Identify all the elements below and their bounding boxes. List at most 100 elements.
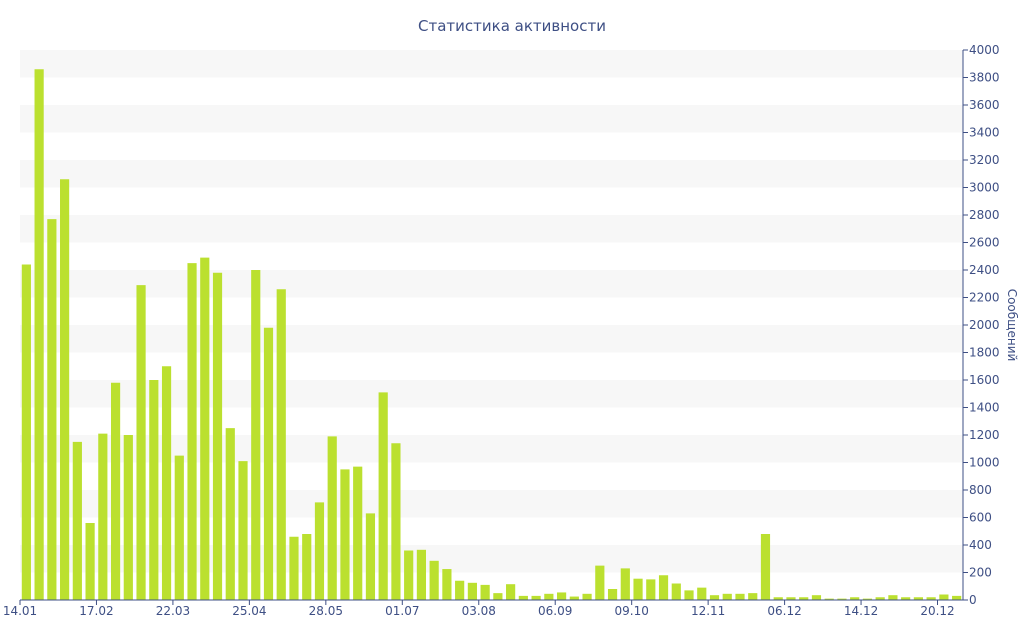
y-tick-label: 1800 xyxy=(969,346,1000,360)
bar xyxy=(110,382,121,600)
y-tick-label: 1200 xyxy=(969,428,1000,442)
bar xyxy=(327,436,337,601)
x-tick-label: 06.12 xyxy=(767,604,801,618)
bar xyxy=(467,582,477,600)
x-tick-label: 14.12 xyxy=(844,604,878,618)
y-tick-label: 1400 xyxy=(969,401,1000,415)
bar xyxy=(161,366,172,600)
bar xyxy=(429,560,439,600)
bar xyxy=(646,579,656,601)
x-tick-label: 12.11 xyxy=(691,604,725,618)
x-tick-label: 20.12 xyxy=(920,604,954,618)
y-tick-label: 2800 xyxy=(969,208,1000,222)
x-tick-label: 25.04 xyxy=(232,604,266,618)
x-tick-label: 22.03 xyxy=(156,604,190,618)
bar xyxy=(557,592,567,600)
bar xyxy=(289,536,299,600)
bar xyxy=(21,264,31,600)
bar xyxy=(786,597,796,600)
bar xyxy=(200,257,210,600)
bar xyxy=(913,597,923,600)
bar xyxy=(582,593,592,600)
bar xyxy=(773,597,783,600)
bar xyxy=(544,593,554,600)
x-tick-label: 14.01 xyxy=(3,604,37,618)
grid-bands xyxy=(20,50,963,573)
y-tick-label: 1000 xyxy=(969,456,1000,470)
y-tick-label: 2200 xyxy=(969,291,1000,305)
grid-band xyxy=(20,435,963,463)
y-tick-label: 3600 xyxy=(969,98,1000,112)
bar xyxy=(518,595,528,601)
bar xyxy=(875,597,885,600)
y-tick-label: 3400 xyxy=(969,126,1000,140)
bar xyxy=(480,584,490,601)
y-tick-label: 600 xyxy=(969,511,992,525)
bar xyxy=(620,568,630,601)
bar xyxy=(174,455,184,601)
x-tick-label: 09.10 xyxy=(614,604,648,618)
bar xyxy=(531,595,541,601)
y-tick-label: 3000 xyxy=(969,181,1000,195)
bar xyxy=(187,263,197,601)
bar xyxy=(939,594,949,600)
y-tick-label: 400 xyxy=(969,538,992,552)
bar xyxy=(952,595,962,601)
bar xyxy=(926,597,936,600)
bar xyxy=(34,69,44,600)
bar xyxy=(302,534,312,600)
bar xyxy=(811,595,822,600)
bar xyxy=(251,270,261,600)
grid-band xyxy=(20,105,963,133)
bar xyxy=(607,589,618,600)
bar xyxy=(569,596,579,600)
bar xyxy=(862,598,873,601)
bar xyxy=(263,327,274,600)
grid-band xyxy=(20,380,963,408)
bar xyxy=(212,272,223,600)
y-tick-label: 3200 xyxy=(969,153,1000,167)
grid-band xyxy=(20,270,963,298)
y-tick-label: 1600 xyxy=(969,373,1000,387)
bar xyxy=(72,441,82,601)
bar xyxy=(658,575,669,600)
x-tick-label: 17.02 xyxy=(79,604,113,618)
grid-band xyxy=(20,160,963,188)
bar xyxy=(98,433,108,601)
bar xyxy=(633,578,643,600)
bar xyxy=(225,428,235,601)
x-tick-label: 06.09 xyxy=(538,604,572,618)
x-axis-ticks: 14.01 17.02 22.03 25.04 28.05 01.07 03.08 06.09… xyxy=(3,600,955,618)
bar xyxy=(353,466,363,601)
bar xyxy=(799,597,809,600)
y-tick-label: 4000 xyxy=(969,43,1000,57)
grid-band xyxy=(20,490,963,518)
bar xyxy=(60,179,70,600)
bar xyxy=(671,583,681,600)
bars xyxy=(21,69,962,601)
bar xyxy=(709,595,720,600)
y-tick-label: 3800 xyxy=(969,71,1000,85)
bar xyxy=(136,285,146,601)
y-axis-label: Сообщений xyxy=(1005,289,1019,362)
bar xyxy=(123,435,133,600)
bar xyxy=(378,392,388,601)
bar xyxy=(85,523,95,600)
y-tick-label: 2000 xyxy=(969,318,1000,332)
bar xyxy=(837,598,847,601)
bar xyxy=(149,380,159,600)
y-tick-label: 200 xyxy=(969,566,992,580)
bar xyxy=(824,598,834,601)
x-tick-label: 28.05 xyxy=(309,604,343,618)
bar xyxy=(47,219,57,601)
bar xyxy=(276,289,286,600)
y-tick-label: 800 xyxy=(969,483,992,497)
grid-band xyxy=(20,215,963,243)
bar xyxy=(888,595,898,600)
bar xyxy=(442,569,452,600)
bar xyxy=(365,513,376,601)
bar xyxy=(506,584,516,600)
x-tick-label: 03.08 xyxy=(462,604,496,618)
y-axis-ticks: 0 200 400 600 800 1000 1200 1400 1600 1800 2000 220… xyxy=(963,43,1000,607)
